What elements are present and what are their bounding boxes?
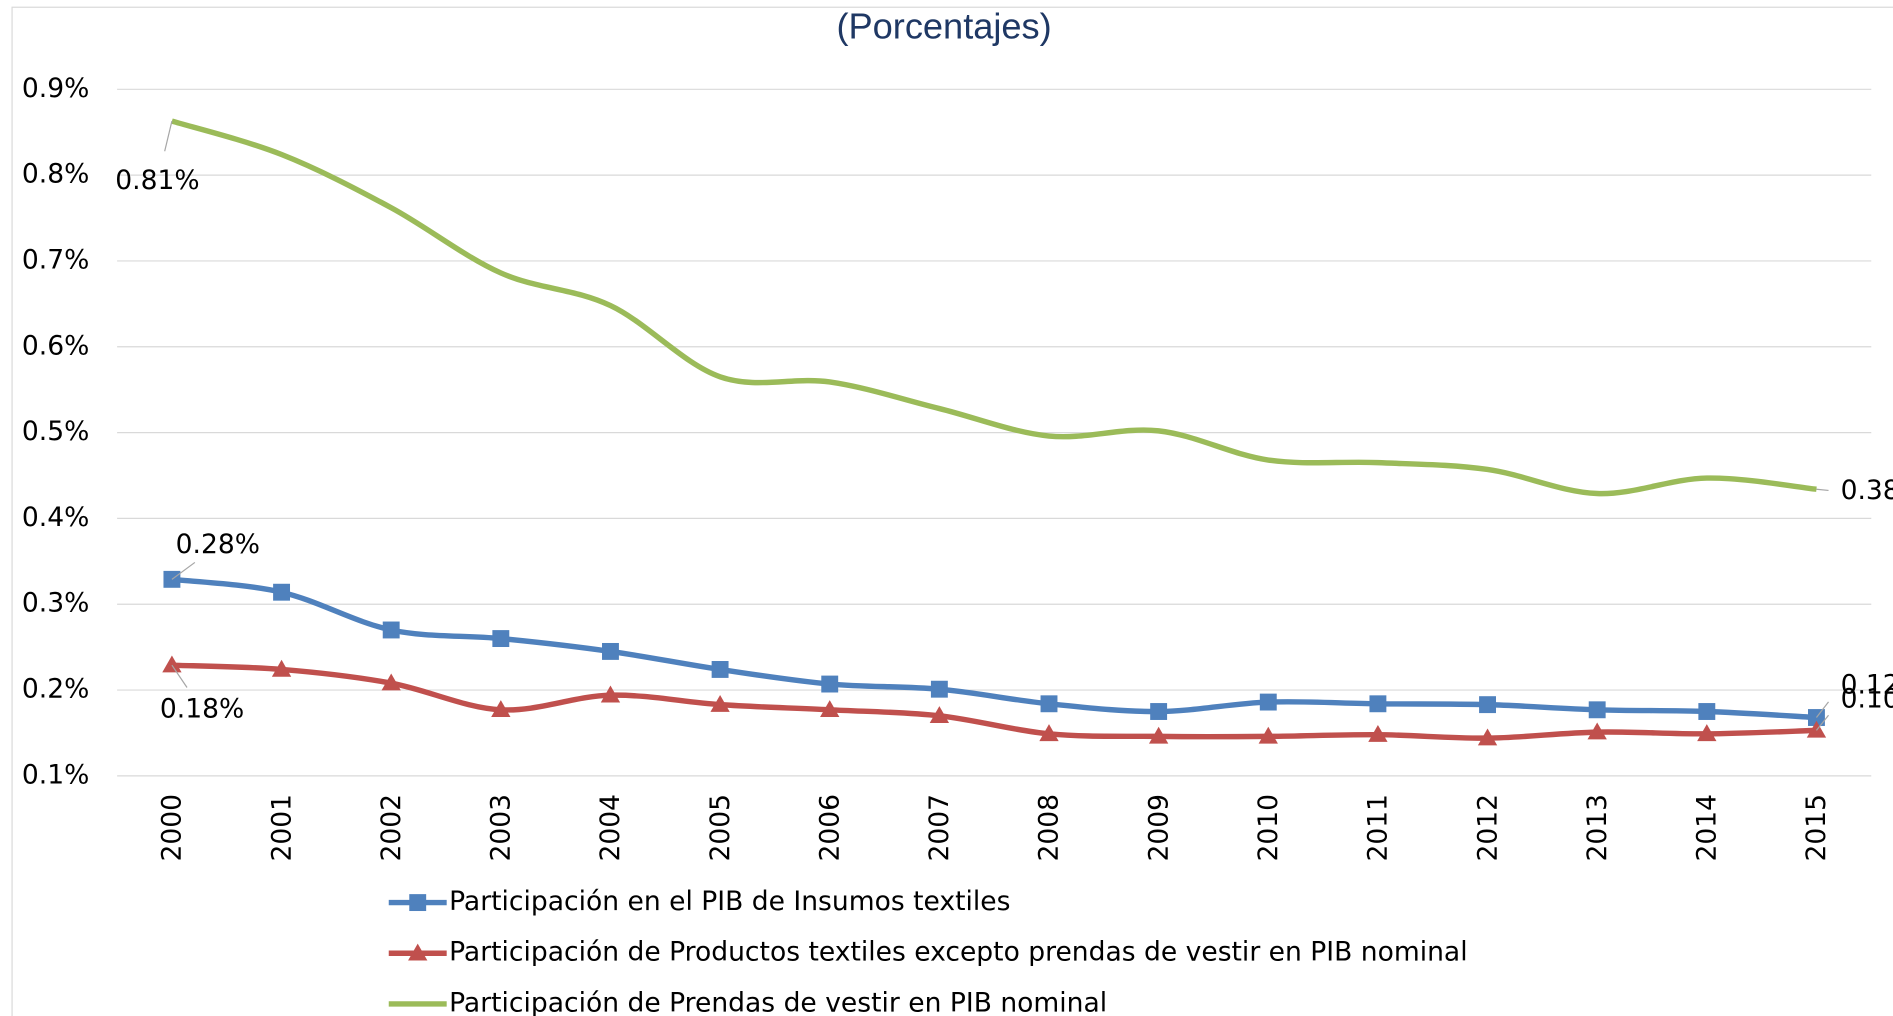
- y-tick-label: 0.6%: [22, 330, 89, 361]
- label-leader: [1815, 701, 1830, 718]
- marker: [1369, 695, 1387, 713]
- marker: [273, 583, 291, 601]
- series-line: [171, 662, 1817, 741]
- label-leader: [171, 561, 196, 580]
- data-label: 0.18%: [160, 693, 244, 724]
- label-leader: [164, 120, 173, 152]
- x-tick-label: 2000: [157, 794, 188, 862]
- marker: [1698, 703, 1716, 720]
- series-line: [171, 118, 1817, 497]
- marker: [1039, 724, 1059, 742]
- marker: [1587, 722, 1607, 740]
- marker: [492, 630, 510, 648]
- chart-title: (Porcentajes): [836, 6, 1051, 47]
- y-tick-label: 0.7%: [22, 244, 89, 275]
- marker: [929, 706, 950, 724]
- legend-label: Participación en el PIB de Insumos texti…: [449, 886, 1010, 917]
- x-tick-label: 2008: [1034, 794, 1065, 862]
- legend-label: Participación de Prendas de vestir en PI…: [449, 987, 1107, 1016]
- marker: [1040, 695, 1058, 713]
- marker: [602, 642, 619, 660]
- y-tick-label: 0.2%: [22, 674, 89, 705]
- marker: [1808, 709, 1825, 726]
- label-leader: [1815, 714, 1829, 731]
- y-tick-label: 0.4%: [22, 502, 89, 533]
- y-tick-label: 0.8%: [22, 159, 89, 190]
- marker: [162, 655, 182, 673]
- x-tick-label: 2007: [924, 794, 955, 862]
- marker: [1368, 725, 1388, 742]
- marker: [409, 894, 427, 912]
- x-tick-label: 2004: [595, 794, 626, 862]
- x-tick-label: 2015: [1801, 794, 1832, 862]
- data-label: 0.38%: [1841, 475, 1893, 506]
- marker: [491, 700, 511, 718]
- marker: [1477, 728, 1498, 746]
- x-tick-label: 2001: [266, 794, 297, 862]
- data-label: 0.10%: [1841, 684, 1893, 715]
- y-tick-label: 0.5%: [22, 416, 89, 447]
- x-tick-label: 2002: [376, 794, 407, 862]
- data-label: 0.81%: [115, 165, 199, 196]
- x-tick-label: 2009: [1143, 794, 1174, 862]
- marker: [1697, 724, 1717, 742]
- label-leader: [171, 664, 188, 688]
- marker: [1588, 701, 1606, 719]
- marker: [382, 621, 400, 639]
- marker: [271, 659, 292, 677]
- legend-label: Participación de Productos textiles exce…: [449, 937, 1467, 968]
- marker: [820, 700, 840, 718]
- marker: [1258, 726, 1278, 744]
- marker: [930, 680, 948, 698]
- marker: [1148, 726, 1169, 744]
- series-line: [171, 576, 1817, 721]
- x-tick-label: 2010: [1253, 794, 1284, 862]
- y-tick-label: 0.1%: [22, 759, 89, 790]
- x-tick-label: 2005: [705, 794, 736, 862]
- marker: [1479, 696, 1496, 714]
- y-tick-label: 0.3%: [22, 588, 89, 619]
- marker: [600, 685, 621, 703]
- x-tick-label: 2006: [814, 794, 845, 862]
- marker: [381, 673, 401, 691]
- marker: [1150, 703, 1168, 720]
- x-tick-label: 2014: [1692, 794, 1723, 862]
- marker: [821, 675, 839, 693]
- data-label: 0.28%: [176, 529, 260, 560]
- x-tick-label: 2003: [486, 794, 517, 862]
- label-leader: [1816, 488, 1829, 492]
- x-tick-label: 2013: [1582, 794, 1613, 862]
- marker: [1806, 720, 1827, 738]
- marker: [408, 943, 428, 961]
- marker: [710, 694, 730, 712]
- marker: [1259, 693, 1277, 711]
- chart-frame: [11, 6, 1893, 1016]
- marker: [711, 661, 729, 678]
- y-tick-label: 0.9%: [22, 73, 89, 104]
- data-label: 0.12%: [1841, 670, 1893, 701]
- x-tick-label: 2011: [1363, 794, 1394, 862]
- x-tick-label: 2012: [1472, 794, 1503, 862]
